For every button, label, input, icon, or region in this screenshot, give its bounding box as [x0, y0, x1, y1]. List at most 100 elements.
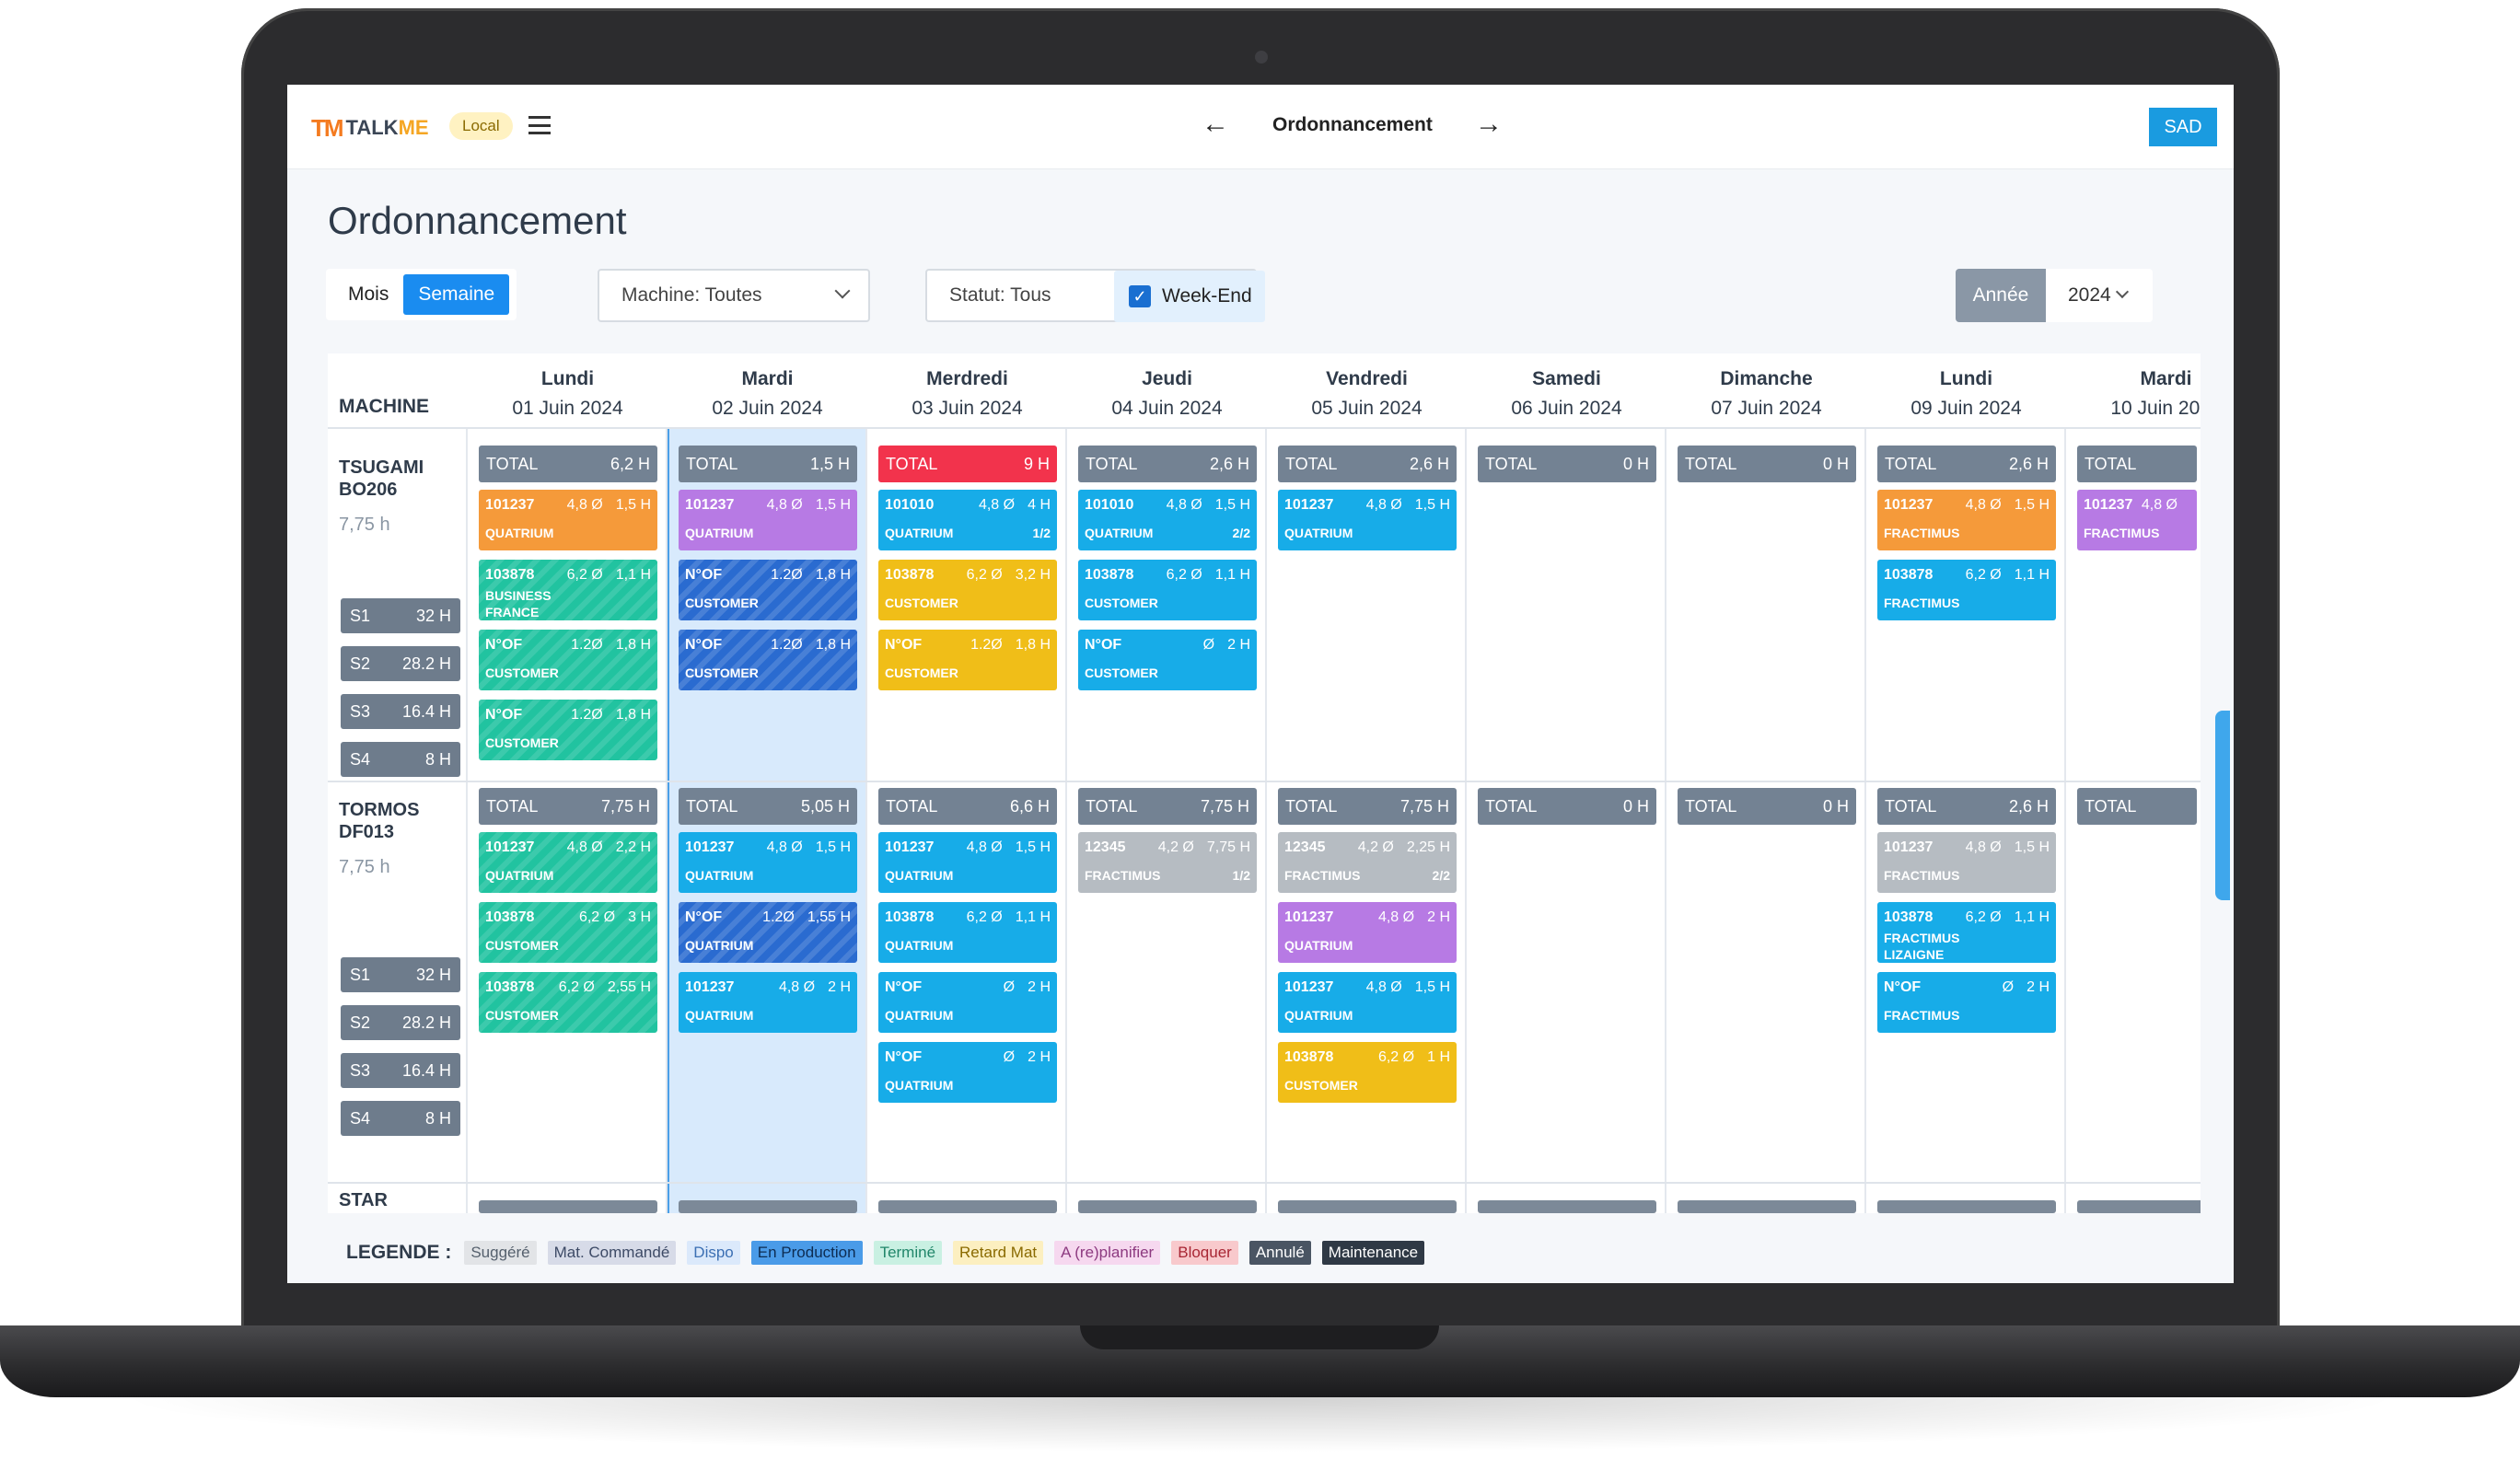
day-header[interactable]: Merdredi 03 Juin 2024	[867, 365, 1067, 423]
shift-badge[interactable]: S4 8 H	[341, 742, 460, 777]
day-total[interactable]: TOTAL 6,2 H	[479, 446, 657, 482]
order-card[interactable]: N°OF Ø 2 H CUSTOMER	[1078, 630, 1257, 690]
order-card[interactable]: 103878 6,2 Ø 2,55 H CUSTOMER	[479, 972, 657, 1033]
order-client: CUSTOMER	[485, 666, 559, 680]
machine-select[interactable]: Machine: Toutes	[598, 269, 870, 322]
order-card[interactable]: 101237 4,8 Ø 1,5 H QUATRIUM	[679, 490, 857, 550]
hamburger-menu-icon[interactable]	[528, 116, 551, 134]
order-card[interactable]: N°OF Ø 2 H QUATRIUM	[878, 972, 1057, 1033]
day-total[interactable]: TOTAL 0 H	[1678, 446, 1856, 482]
day-total[interactable]: TOTAL 2,6 H	[1078, 446, 1257, 482]
order-client: BUSINESS FRANCE	[485, 588, 552, 619]
user-button[interactable]: SAD	[2149, 108, 2217, 146]
order-client-line: FRACTIMUS	[1884, 865, 2050, 885]
day-header[interactable]: Dimanche 07 Juin 2024	[1666, 365, 1866, 423]
order-card[interactable]: 101237 4,8 Ø 1,5 H QUATRIUM	[878, 832, 1057, 893]
order-card[interactable]: 101237 4,8 Ø 2 H QUATRIUM	[1278, 902, 1457, 963]
order-card[interactable]: N°OF 1.2Ø 1,8 H CUSTOMER	[479, 700, 657, 760]
order-card[interactable]: N°OF 1.2Ø 1,8 H CUSTOMER	[679, 630, 857, 690]
order-line: N°OF Ø 2 H	[1884, 978, 2050, 998]
shift-badge[interactable]: S1 32 H	[341, 598, 460, 633]
order-card[interactable]: 101237 4,8 Ø 1,5 H FRACTIMUS	[1877, 490, 2056, 550]
order-line: 101237 4,8 Ø 2 H	[685, 978, 851, 998]
order-card[interactable]: 101237 4,8 Ø 1,5 H QUATRIUM	[1278, 490, 1457, 550]
order-card[interactable]: 101237 4,8 Ø 1,5 H FRACTIMUS	[1877, 832, 2056, 893]
shift-badge[interactable]: S3 16.4 H	[341, 1053, 460, 1088]
order-card[interactable]: 101237 4,8 Ø 2 H QUATRIUM	[679, 972, 857, 1033]
day-total[interactable]: TOTAL 7,75 H	[1278, 788, 1457, 825]
arrow-right-icon[interactable]: →	[1475, 109, 1503, 139]
order-card[interactable]: N°OF 1.2Ø 1,8 H CUSTOMER	[878, 630, 1057, 690]
order-card[interactable]: 103878 6,2 Ø 3 H CUSTOMER	[479, 902, 657, 963]
order-card[interactable]: 103878 6,2 Ø 1 H CUSTOMER	[1278, 1042, 1457, 1103]
order-card[interactable]: N°OF 1.2Ø 1,8 H CUSTOMER	[479, 630, 657, 690]
order-diameter: 6,2 Ø	[1166, 567, 1202, 583]
order-card[interactable]: 103878 6,2 Ø 1,1 H QUATRIUM	[878, 902, 1057, 963]
order-card[interactable]: 103878 6,2 Ø 1,1 H CUSTOMER	[1078, 560, 1257, 620]
day-total[interactable]: TOTAL 7,75 H	[479, 788, 657, 825]
order-client: CUSTOMER	[1085, 596, 1158, 610]
shift-badge[interactable]: S1 32 H	[341, 957, 460, 992]
arrow-left-icon[interactable]: ←	[1202, 109, 1229, 139]
day-header[interactable]: Jeudi 04 Juin 2024	[1067, 365, 1267, 423]
shift-badge[interactable]: S3 16.4 H	[341, 694, 460, 729]
day-total[interactable]: TOTAL 6,6 H	[878, 788, 1057, 825]
day-header[interactable]: Vendredi 05 Juin 2024	[1267, 365, 1467, 423]
day-header[interactable]: Mardi 10 Juin 2024	[2066, 365, 2201, 423]
order-card[interactable]: 12345 4,2 Ø 7,75 H FRACTIMUS 1/2	[1078, 832, 1257, 893]
order-id: 103878	[1884, 909, 1934, 925]
day-header[interactable]: Samedi 06 Juin 2024	[1467, 365, 1666, 423]
order-client: QUATRIUM	[685, 1008, 754, 1023]
order-card[interactable]: 101237 4,8 Ø 1,5 H QUATRIUM	[479, 490, 657, 550]
day-total[interactable]: TOTAL 2,6 H	[1877, 446, 2056, 482]
order-card[interactable]: 103878 6,2 Ø 1,1 H FRACTIMUS	[1877, 560, 2056, 620]
order-card[interactable]: 101010 4,8 Ø 1,5 H QUATRIUM 2/2	[1078, 490, 1257, 550]
order-card[interactable]: 103878 6,2 Ø 1,1 H FRACTIMUS LIZAIGNE	[1877, 902, 2056, 963]
order-card[interactable]: 101237 4,8 Ø FRACTIMUS	[2077, 490, 2197, 550]
order-card[interactable]: N°OF 1.2Ø 1,8 H CUSTOMER	[679, 560, 857, 620]
day-total[interactable]: TOTAL 2,6 H	[1278, 446, 1457, 482]
order-card[interactable]: 103878 6,2 Ø 3,2 H CUSTOMER	[878, 560, 1057, 620]
order-card[interactable]: N°OF Ø 2 H FRACTIMUS	[1877, 972, 2056, 1033]
day-total[interactable]: TOTAL 0 H	[1478, 446, 1656, 482]
day-total[interactable]: TOTAL 2,6 H	[1877, 788, 2056, 825]
day-header[interactable]: Mardi 02 Juin 2024	[668, 365, 867, 423]
annee-button[interactable]: Année	[1956, 269, 2046, 322]
day-total[interactable]: TOTAL 5,05 H	[679, 788, 857, 825]
day-total[interactable]: TOTAL 9 H	[878, 446, 1057, 482]
order-card[interactable]: N°OF 1.2Ø 1,55 H QUATRIUM	[679, 902, 857, 963]
day-header[interactable]: Lundi 01 Juin 2024	[468, 365, 668, 423]
order-card[interactable]: 103878 6,2 Ø 1,1 H BUSINESS FRANCE	[479, 560, 657, 620]
shift-badge[interactable]: S2 28.2 H	[341, 646, 460, 681]
day-total[interactable]: TOTAL 0 H	[1678, 788, 1856, 825]
order-diameter: 4,8 Ø	[566, 839, 603, 855]
order-hours: 1,5 H	[1414, 979, 1450, 995]
day-date: 02 Juin 2024	[712, 398, 823, 419]
order-id: 101237	[485, 839, 535, 855]
day-header[interactable]: Lundi 09 Juin 2024	[1866, 365, 2066, 423]
shift-badge[interactable]: S2 28.2 H	[341, 1005, 460, 1040]
scrollbar[interactable]	[2215, 711, 2230, 900]
order-card[interactable]: 12345 4,2 Ø 2,25 H FRACTIMUS 2/2	[1278, 832, 1457, 893]
year-select[interactable]: 2024	[2046, 269, 2153, 322]
order-card[interactable]: 101237 4,8 Ø 2,2 H QUATRIUM	[479, 832, 657, 893]
day-total[interactable]: TOTAL	[2077, 788, 2197, 825]
shift-badge[interactable]: S4 8 H	[341, 1101, 460, 1136]
view-mois-button[interactable]: Mois	[348, 284, 389, 305]
shift-hours: 8 H	[424, 1109, 451, 1128]
day-total[interactable]: TOTAL 7,75 H	[1078, 788, 1257, 825]
page-title: Ordonnancement	[328, 199, 627, 242]
day-total[interactable]: TOTAL 1,5 H	[679, 446, 857, 482]
order-card[interactable]: N°OF Ø 2 H QUATRIUM	[878, 1042, 1057, 1103]
order-card[interactable]: 101237 4,8 Ø 1,5 H QUATRIUM	[679, 832, 857, 893]
day-total[interactable]: TOTAL 0 H	[1478, 788, 1656, 825]
order-card[interactable]: 101010 4,8 Ø 4 H QUATRIUM 1/2	[878, 490, 1057, 550]
weekend-checkbox[interactable]: ✓ Week-End	[1114, 271, 1265, 322]
view-semaine-button[interactable]: Semaine	[403, 274, 510, 315]
legend-item: Mat. Commandé	[547, 1241, 677, 1265]
order-client-line: CUSTOMER	[885, 593, 1051, 613]
shift-label: S1	[350, 607, 371, 625]
app-logo[interactable]: TM TALKME	[311, 112, 429, 144]
order-card[interactable]: 101237 4,8 Ø 1,5 H QUATRIUM	[1278, 972, 1457, 1033]
day-total[interactable]: TOTAL	[2077, 446, 2197, 482]
